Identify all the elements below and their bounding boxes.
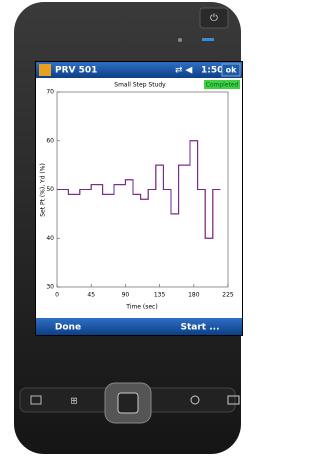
indicator: [202, 38, 214, 41]
x-tick-label: 135: [154, 292, 166, 299]
y-tick-label: 70: [46, 89, 54, 96]
status-text: Completed: [206, 82, 239, 89]
chart-area: [36, 78, 242, 318]
status-icons: ⇄ ◀: [175, 66, 192, 76]
power-icon: ⏻: [210, 13, 218, 24]
chart-title: Small Step Study: [114, 82, 166, 89]
y-tick-label: 60: [46, 137, 54, 144]
ok-label: ok: [226, 66, 237, 75]
y-tick-label: 30: [46, 284, 54, 291]
x-tick-label: 225: [222, 292, 234, 299]
nav-center[interactable]: [118, 393, 138, 413]
softkey-right[interactable]: Start ...: [181, 323, 220, 333]
app-title: PRV 501: [55, 66, 97, 76]
x-axis-label: Time (sec): [125, 304, 157, 311]
y-tick-label: 50: [46, 186, 54, 193]
x-tick-label: 90: [122, 292, 130, 299]
x-tick-label: 45: [87, 292, 95, 299]
led: [178, 38, 182, 42]
x-tick-label: 180: [188, 292, 200, 299]
windows-button[interactable]: ⊞: [70, 397, 78, 407]
device: ⏻ PRV 501 ⇄ ◀ 1:50 ok Small Step Study C…: [0, 0, 255, 458]
softkey-left[interactable]: Done: [55, 323, 81, 333]
y-tick-label: 40: [46, 235, 54, 242]
start-icon[interactable]: [39, 64, 51, 76]
clock: 1:50: [201, 66, 223, 76]
x-tick-label: 0: [55, 292, 59, 299]
